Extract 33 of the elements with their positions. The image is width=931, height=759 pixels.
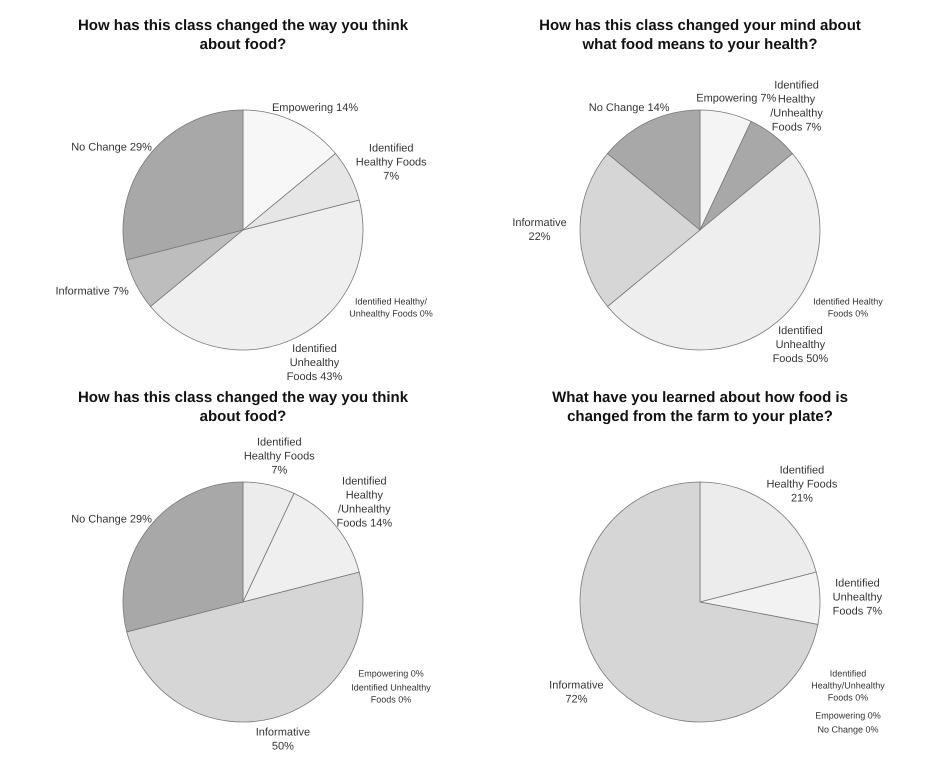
- slice-label: No Change 29%: [71, 141, 152, 154]
- slice-label: Identified Unhealthy Foods 7%: [832, 577, 883, 618]
- slice-label: No Change 14%: [588, 102, 670, 114]
- category-label: Empowering 0%: [358, 668, 424, 678]
- slice-label: Identified Healthy Foods: [356, 142, 428, 168]
- category-label: Identified Unhealthy Foods 0%: [351, 682, 431, 704]
- slice-label: Identified Healthy /Unhealthy Foods 14%: [336, 476, 392, 530]
- slice-label: Empowering 7%: [696, 92, 777, 104]
- data-label: 7%: [271, 464, 288, 477]
- data-label: 50%: [272, 740, 294, 753]
- slice-label: Informative: [512, 217, 567, 229]
- slice-label: No Change 29%: [71, 513, 152, 526]
- data-label: 7%: [383, 170, 400, 182]
- chart-title: How has this class changed your mind about what food means to your health?: [539, 17, 861, 53]
- slice-label: Identified Healthy Foods: [244, 436, 316, 463]
- slice-label: Informative: [256, 726, 310, 739]
- slice-label: Empowering 14%: [272, 102, 358, 114]
- slice-label: Identified Healthy Foods: [766, 464, 838, 490]
- chart-title: How has this class changed the way you think about food?: [78, 389, 409, 425]
- chart-title: What have you learned about how food is changed from the farm to your plate?: [552, 389, 848, 425]
- slice-label: Informative 7%: [55, 285, 130, 298]
- category-label: Empowering 0%: [815, 710, 881, 720]
- category-label: Identified Healthy/Unhealthy Foods 0%: [811, 668, 885, 702]
- data-label: 22%: [528, 231, 551, 243]
- slice-label: Informative: [549, 680, 604, 692]
- category-label: Identified Healthy/ Unhealthy Foods 0%: [349, 296, 433, 318]
- data-label: 72%: [565, 694, 588, 706]
- slice-label: Identified Unhealthy Foods 43%: [286, 342, 343, 383]
- category-label: Identified Healthy Foods 0%: [813, 296, 883, 318]
- slice-label: Identified Unhealthy Foods 50%: [772, 324, 828, 365]
- data-label: 21%: [790, 492, 814, 504]
- category-label: No Change 0%: [817, 724, 879, 734]
- chart-title: How has this class changed the way you think about food?: [78, 17, 409, 53]
